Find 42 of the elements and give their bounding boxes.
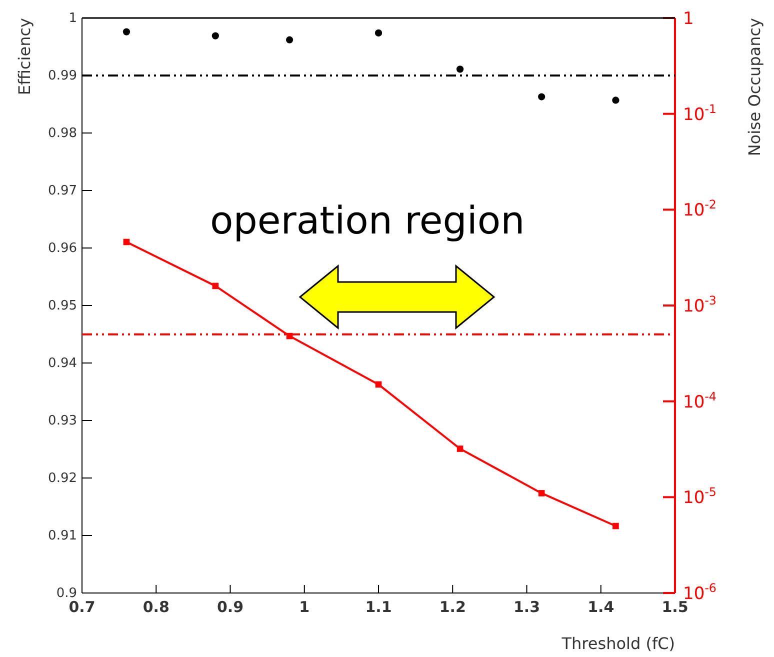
point <box>212 32 219 40</box>
y-tick-label: 1 <box>68 11 77 26</box>
y2-tick-label: 10$^{-1}$ <box>683 102 716 125</box>
y-tick-label: 0.93 <box>48 414 77 429</box>
y2-tick-label: 10$^{-2}$ <box>683 198 716 221</box>
y-tick-label: 0.97 <box>48 184 77 199</box>
point <box>212 282 219 290</box>
point <box>612 96 620 104</box>
x-tick-label: 1.3 <box>513 598 540 616</box>
y-tick-label: 0.94 <box>48 356 77 372</box>
point <box>375 381 382 388</box>
x-tick-label: 1.1 <box>365 598 392 616</box>
x-axis-title: Threshold (fC) <box>560 634 675 653</box>
y-tick-label: 0.91 <box>48 528 77 544</box>
x-tick-label: 0.9 <box>216 598 244 616</box>
point <box>123 238 130 246</box>
y-axis-title: Efficiency <box>15 18 34 96</box>
y-tick-label: 0.96 <box>48 241 77 256</box>
point <box>286 36 294 44</box>
point <box>456 446 464 452</box>
y-tick-label: 0.98 <box>48 126 77 142</box>
y-tick-label: 0.99 <box>48 68 77 84</box>
x-tick-label: 1.5 <box>662 598 688 616</box>
x-tick-label: 1.2 <box>439 598 466 616</box>
point <box>122 28 130 36</box>
annotation: operation region <box>210 198 525 243</box>
point <box>456 66 464 73</box>
point <box>286 332 293 340</box>
x-tick-label: 1.4 <box>588 598 614 616</box>
y2-axis-title: Noise Occupancy <box>745 18 764 156</box>
y-tick-label: 0.95 <box>48 298 77 314</box>
x-tick-label: 0.8 <box>142 598 170 616</box>
y2-tick-label: 10$^{-4}$ <box>683 389 716 412</box>
y-tick-label: 0.92 <box>48 471 77 486</box>
point <box>538 93 546 100</box>
y2-tick-label: 10$^{-5}$ <box>683 485 716 508</box>
point <box>374 29 382 37</box>
point <box>612 522 619 530</box>
y2-tick-label: 1 <box>683 8 694 29</box>
x-tick-label: 1 <box>299 598 310 616</box>
y2-tick-label: 10$^{-3}$ <box>683 293 716 316</box>
point <box>538 490 545 496</box>
